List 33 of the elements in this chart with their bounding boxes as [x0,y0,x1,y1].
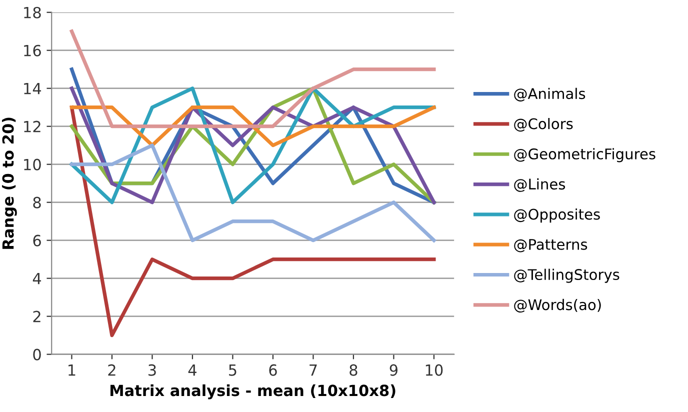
x-tick-label: 5 [229,364,236,376]
line-series [70,30,436,128]
y-tick-label: 2 [33,310,40,322]
y-tick-label: 8 [33,196,41,208]
x-tick-label: 10 [426,364,443,376]
y-tick-label: 16 [24,44,41,56]
x-tick-label: 6 [269,364,277,376]
legend-label: @GeometricFigures [514,148,656,162]
legend-label: @Words(ao) [514,298,601,313]
x-tick-label: 7 [310,364,317,376]
y-tick-label: 4 [32,272,42,284]
x-axis-title: Matrix analysis - mean (10x10x8) [110,384,396,400]
legend-label: @Animals [514,88,586,102]
legend-label: @Opposites [514,208,600,223]
x-tick-label: 9 [390,364,398,376]
line-series [70,106,436,338]
x-tick-label: 4 [188,364,196,376]
legend-label: @Colors [514,118,573,132]
x-tick-label: 8 [350,364,358,376]
y-tick-label: 14 [24,83,42,94]
x-tick-label: 2 [108,364,116,376]
y-tick-label: 12 [24,120,40,132]
y-tick-label: 0 [33,348,41,360]
legend-label: @Lines [514,178,566,192]
y-tick-label: 18 [24,6,41,18]
line-series [70,144,436,242]
y-tick-label: 10 [24,158,41,170]
x-tick-label: 3 [148,364,156,376]
legend-label: @TellingStorys [514,268,620,283]
y-axis-title: Range (0 to 20) [2,118,17,249]
legend-label: @Patterns [514,239,588,252]
x-tick-label: 1 [68,364,76,376]
y-tick-label: 6 [33,234,41,246]
